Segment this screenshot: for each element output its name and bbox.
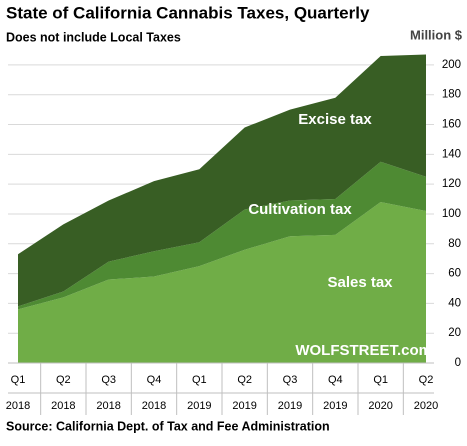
series-label: Cultivation tax xyxy=(248,201,352,218)
x-tick-label: Q3 xyxy=(101,374,116,386)
y-axis-label: Million $ xyxy=(410,27,463,42)
area xyxy=(18,161,426,310)
chart-title: State of California Cannabis Taxes, Quar… xyxy=(6,3,370,22)
annotation: WOLFSTREET.com xyxy=(295,342,432,359)
y-tick-label: 0 xyxy=(455,357,461,369)
x-tick-label: Q1 xyxy=(11,374,26,386)
x-tick-label: Q1 xyxy=(192,374,207,386)
x-tick-year: 2020 xyxy=(414,400,438,412)
x-tick-year: 2020 xyxy=(368,400,392,412)
chart-subtitle: Does not include Local Taxes xyxy=(6,30,181,44)
x-tick-year: 2018 xyxy=(6,400,30,412)
x-tick-label: Q4 xyxy=(147,374,162,386)
y-tick-label: 180 xyxy=(442,89,461,101)
x-tick-label: Q2 xyxy=(237,374,252,386)
x-tick-year: 2019 xyxy=(232,400,256,412)
y-tick-label: 120 xyxy=(442,178,461,190)
x-tick-label: Q1 xyxy=(373,374,388,386)
series-label: Sales tax xyxy=(327,274,393,291)
source: Source: California Dept. of Tax and Fee … xyxy=(6,419,330,433)
y-tick-label: 40 xyxy=(448,297,461,309)
x-tick-label: Q3 xyxy=(283,374,298,386)
x-tick-year: 2019 xyxy=(323,400,347,412)
x-tick-label: Q2 xyxy=(419,374,434,386)
y-tick-label: 80 xyxy=(448,238,461,250)
x-tick-label: Q2 xyxy=(56,374,71,386)
area xyxy=(18,54,426,307)
x-tick-year: 2018 xyxy=(51,400,75,412)
y-tick-label: 200 xyxy=(442,59,461,71)
x-tick-year: 2018 xyxy=(96,400,120,412)
y-tick-label: 20 xyxy=(448,327,461,339)
x-tick-year: 2018 xyxy=(142,400,166,412)
x-tick-year: 2019 xyxy=(187,400,211,412)
y-tick-label: 100 xyxy=(442,208,461,220)
x-tick-year: 2019 xyxy=(278,400,302,412)
y-tick-label: 60 xyxy=(448,268,461,280)
area xyxy=(18,202,426,363)
y-tick-label: 140 xyxy=(442,148,461,160)
x-tick-label: Q4 xyxy=(328,374,343,386)
series-label: Excise tax xyxy=(298,111,372,128)
y-tick-label: 160 xyxy=(442,119,461,131)
